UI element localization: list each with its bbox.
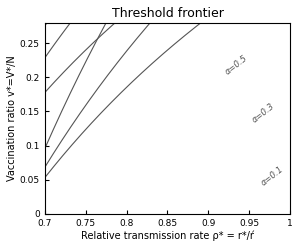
X-axis label: Relative transmission rate ρ* = r*/ŕ: Relative transmission rate ρ* = r*/ŕ xyxy=(81,231,254,241)
Text: α=0.5: α=0.5 xyxy=(223,53,249,76)
Text: α=0.1: α=0.1 xyxy=(259,165,285,188)
Text: α=0.3: α=0.3 xyxy=(251,101,277,124)
Title: Threshold frontier: Threshold frontier xyxy=(112,7,224,20)
Y-axis label: Vaccination ratio v*=V*/N: Vaccination ratio v*=V*/N xyxy=(7,55,17,181)
